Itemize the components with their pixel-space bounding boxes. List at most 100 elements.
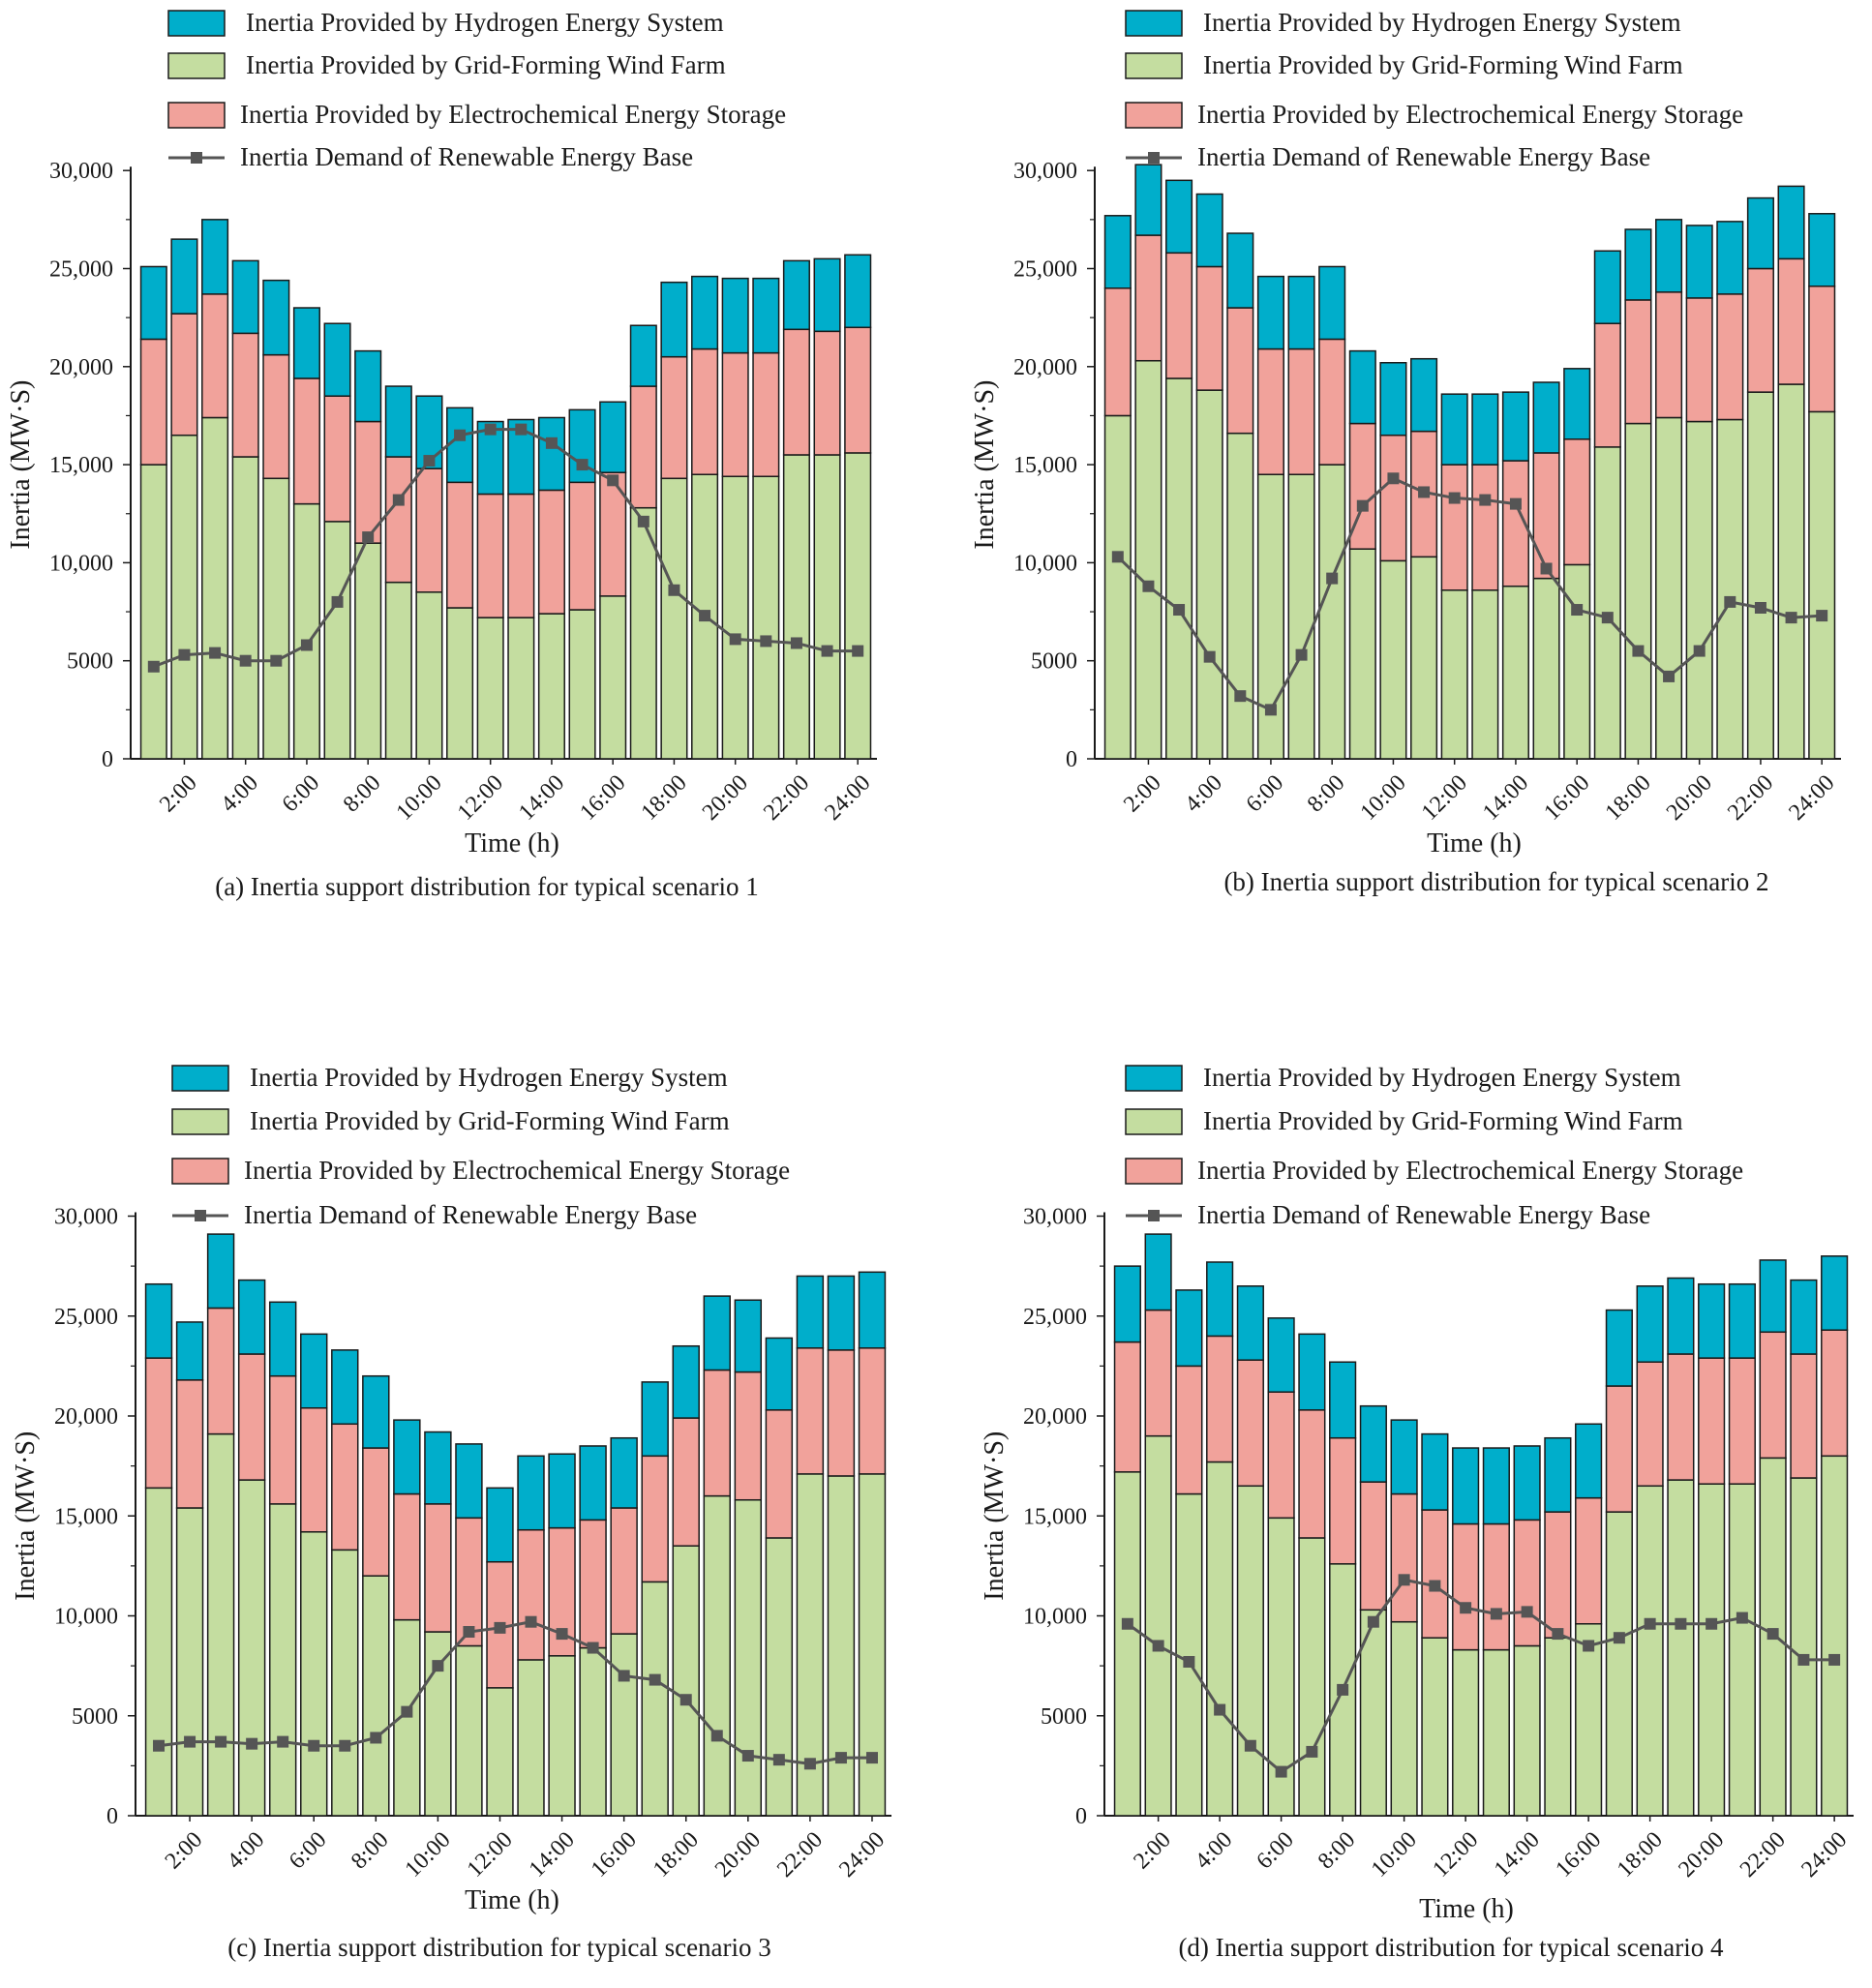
bar-segment-energy-storage xyxy=(1655,291,1683,419)
bar-segment-wind-farm xyxy=(1575,1623,1603,1817)
demand-point xyxy=(401,1705,413,1718)
y-tick-label: 25,000 xyxy=(1023,1305,1087,1330)
bar-segment-energy-storage xyxy=(1390,1492,1418,1623)
bar-segment-wind-farm xyxy=(1421,1637,1449,1817)
bar-segment-energy-storage xyxy=(1808,285,1836,413)
demand-point xyxy=(1675,1617,1687,1630)
y-tick-label: 20,000 xyxy=(54,1404,118,1430)
demand-point xyxy=(1152,1640,1164,1652)
demand-point xyxy=(362,531,375,544)
legend-square-marker xyxy=(1148,152,1160,164)
demand-point xyxy=(1214,1703,1226,1716)
bar-segment-energy-storage xyxy=(1226,307,1254,435)
bar-segment-energy-storage xyxy=(827,1349,856,1477)
bar-segment-hydrogen xyxy=(1267,1317,1295,1393)
bar-segment-wind-farm xyxy=(1103,414,1132,760)
bar-segment-wind-farm xyxy=(170,434,198,760)
bar-segment-wind-farm xyxy=(1728,1483,1756,1817)
demand-point xyxy=(1724,595,1736,608)
bar-segment-energy-storage xyxy=(1728,1357,1756,1485)
bar-segment-energy-storage xyxy=(1821,1329,1849,1458)
demand-point xyxy=(865,1752,878,1764)
demand-point xyxy=(803,1758,816,1770)
bar-segment-energy-storage xyxy=(629,385,657,509)
legend-swatch xyxy=(167,10,226,37)
y-tick-label: 25,000 xyxy=(49,257,113,283)
demand-point xyxy=(710,1730,723,1742)
legend-label: Inertia Provided by Hydrogen Energy Syst… xyxy=(1203,1063,1681,1092)
bar-segment-energy-storage xyxy=(1318,338,1346,466)
y-tick-label: 5000 xyxy=(72,1704,118,1730)
x-tick-label: 22:00 xyxy=(759,770,814,826)
demand-point xyxy=(834,1752,847,1764)
bar-segment-energy-storage xyxy=(415,467,443,593)
bar-segment-hydrogen xyxy=(139,265,167,341)
demand-point xyxy=(1121,1617,1133,1630)
y-tick-label: 15,000 xyxy=(1013,453,1077,478)
demand-point xyxy=(392,494,405,506)
demand-point xyxy=(300,639,313,651)
bar-segment-energy-storage xyxy=(721,351,749,478)
bar-segment-hydrogen xyxy=(144,1282,173,1359)
bar-segment-hydrogen xyxy=(660,281,688,358)
bar-segment-wind-farm xyxy=(362,1575,390,1817)
bar-segment-hydrogen xyxy=(1698,1282,1726,1359)
bar-segment-hydrogen xyxy=(354,349,382,423)
bar-segment-energy-storage xyxy=(660,355,688,480)
demand-point xyxy=(1552,1628,1564,1641)
bar-segment-energy-storage xyxy=(175,1379,204,1509)
demand-point xyxy=(1337,1683,1349,1696)
bar-segment-wind-farm xyxy=(827,1475,856,1817)
bar-segment-wind-farm xyxy=(641,1581,669,1817)
x-tick-label: 12:00 xyxy=(1417,770,1472,826)
demand-point xyxy=(1521,1606,1533,1618)
demand-point xyxy=(679,1694,692,1706)
demand-point xyxy=(1183,1655,1195,1668)
demand-point xyxy=(454,429,467,441)
y-tick-label: 15,000 xyxy=(54,1504,118,1529)
bar-segment-wind-farm xyxy=(1513,1644,1541,1817)
bar-segment-hydrogen xyxy=(1790,1279,1818,1355)
bar-segment-energy-storage xyxy=(844,326,872,454)
demand-point xyxy=(1785,612,1797,624)
x-tick-label: 4:00 xyxy=(1180,770,1227,818)
x-tick-label: 20:00 xyxy=(710,1827,766,1883)
bar-segment-hydrogen xyxy=(1103,215,1132,289)
bar-segment-hydrogen xyxy=(1379,361,1407,437)
bar-segment-energy-storage xyxy=(231,332,259,458)
bar-segment-wind-farm xyxy=(813,454,841,760)
bar-segment-hydrogen xyxy=(721,277,749,354)
bar-segment-energy-storage xyxy=(796,1347,825,1475)
legend-swatch xyxy=(1125,1065,1183,1092)
bar-segment-hydrogen xyxy=(393,1419,421,1495)
bar-segment-energy-storage xyxy=(446,481,474,609)
x-tick-label: 8:00 xyxy=(339,770,386,818)
y-tick-label: 10,000 xyxy=(1013,551,1077,576)
bar-segment-energy-storage xyxy=(1103,287,1132,417)
bar-segment-energy-storage xyxy=(1759,1331,1787,1460)
bar-segment-energy-storage xyxy=(201,293,229,419)
demand-point xyxy=(1275,1765,1287,1778)
y-tick-label: 0 xyxy=(1066,747,1077,772)
bar-segment-hydrogen xyxy=(1226,232,1254,309)
bar-segment-energy-storage xyxy=(268,1374,297,1505)
bar-segment-energy-storage xyxy=(300,1406,328,1533)
bar-segment-wind-farm xyxy=(1226,432,1254,760)
bar-segment-wind-farm xyxy=(354,542,382,760)
x-tick-label: 16:00 xyxy=(575,770,630,826)
x-tick-label: 20:00 xyxy=(1674,1827,1729,1883)
bar-segment-hydrogen xyxy=(1544,1436,1572,1513)
bar-segment-wind-farm xyxy=(1790,1477,1818,1817)
demand-point xyxy=(637,515,649,527)
bar-segment-wind-farm xyxy=(765,1537,794,1817)
y-tick-label: 25,000 xyxy=(1013,257,1077,283)
bar-segment-hydrogen xyxy=(268,1301,297,1377)
demand-point xyxy=(484,423,497,436)
bar-segment-energy-storage xyxy=(1685,297,1713,423)
legend-label: Inertia Demand of Renewable Energy Base xyxy=(1197,1200,1650,1229)
x-tick-label: 24:00 xyxy=(1797,1827,1852,1883)
bar-segment-hydrogen xyxy=(292,307,320,379)
bar-segment-hydrogen xyxy=(752,277,780,354)
x-tick-label: 4:00 xyxy=(216,770,263,818)
bar-segment-hydrogen xyxy=(1134,164,1162,236)
